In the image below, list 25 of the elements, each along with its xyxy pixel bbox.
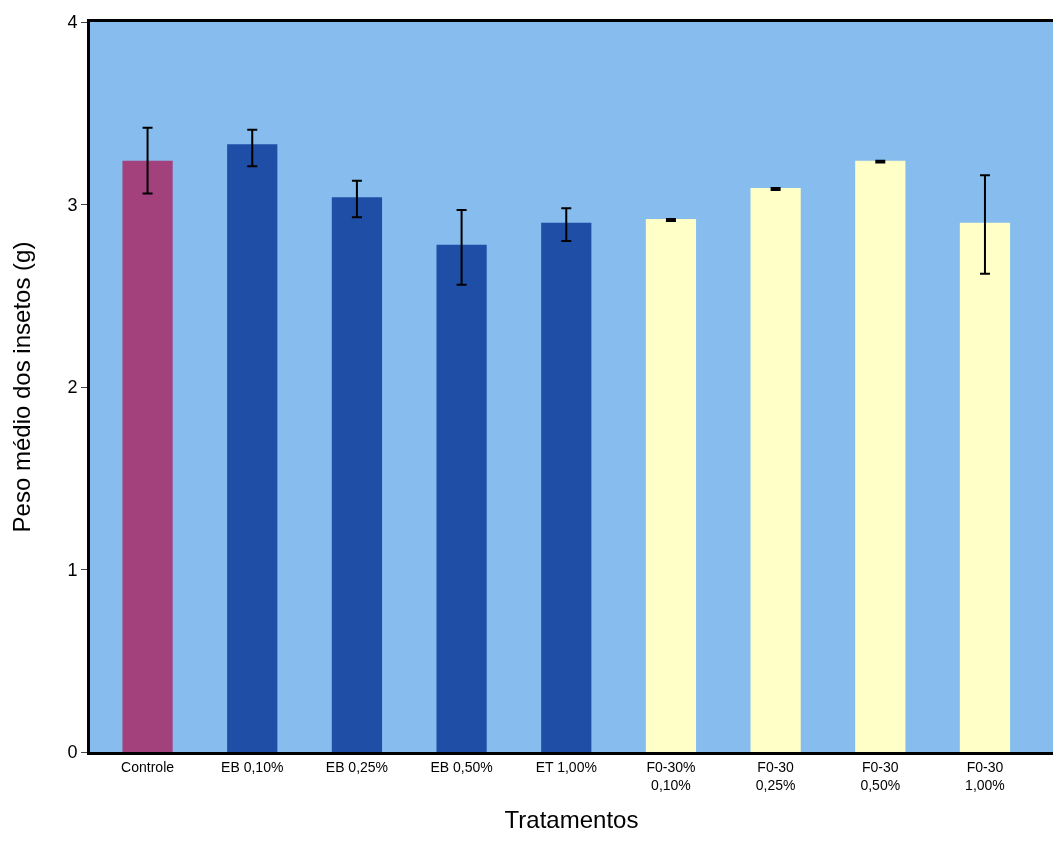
x-tick-label: EB 0,50%	[430, 758, 493, 775]
y-tick-label: 4	[67, 12, 78, 33]
y-tick-label: 1	[67, 559, 78, 580]
y-axis-title: Peso médio dos insetos (g)	[8, 241, 35, 533]
bar	[855, 160, 906, 752]
bar	[227, 144, 278, 752]
y-tick-label: 3	[67, 194, 78, 215]
bar	[331, 197, 383, 752]
y-tick-label: 0	[67, 742, 78, 763]
x-tick-label: Controle	[121, 758, 175, 775]
x-tick-label: EB 0,10%	[221, 758, 284, 775]
x-tick-label: F0-30 0,50%	[860, 758, 901, 793]
x-axis-title: Tratamentos	[504, 806, 639, 834]
x-tick-label: F0-30% 0,10%	[646, 758, 696, 793]
x-tick-label: F0-30 1,00%	[965, 758, 1005, 793]
y-tick-label: 2	[67, 377, 78, 398]
x-tick-label: EB 0,25%	[325, 758, 389, 775]
bar	[122, 160, 173, 752]
bar	[959, 222, 1011, 752]
bar	[645, 219, 697, 752]
bar	[436, 244, 487, 752]
x-tick-label: ET 1,00%	[535, 758, 597, 775]
bar	[750, 188, 801, 752]
bar	[541, 222, 592, 752]
x-tick-label: F0-30 0,25%	[755, 758, 796, 793]
